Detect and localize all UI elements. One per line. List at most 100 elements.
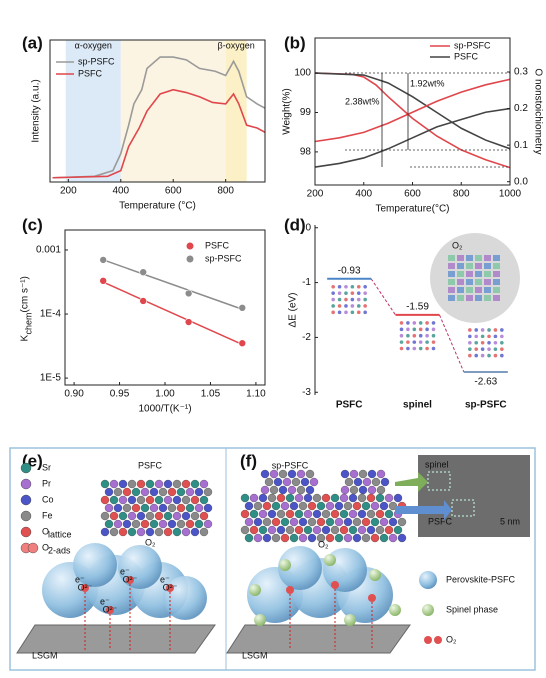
tem-image [418,455,530,537]
legend-label: O₂ [446,634,457,644]
ion [81,584,89,592]
structure-atom [331,297,335,302]
atom [113,487,123,497]
atom [127,479,137,489]
electron-label: e⁻ [75,574,85,584]
structure-atom [412,321,417,325]
atom [289,501,299,511]
data-point [139,297,147,305]
atom [278,485,288,495]
atom [203,519,213,529]
atom [262,517,272,527]
legend-label: O [42,542,49,552]
inset-cell [484,263,491,269]
atom [163,527,173,537]
atom [240,493,250,503]
structure-atom [399,333,404,338]
atom [185,503,195,513]
legend-sub: 2-ads [48,545,71,555]
atom [269,485,279,495]
atom [262,533,272,543]
atom [334,517,344,527]
structure-atom [493,347,498,351]
atom [190,479,200,489]
structure-atom [500,328,504,332]
structure-atom [406,346,410,351]
data-line [314,72,511,169]
atom [118,511,128,521]
data-point [238,304,247,312]
atom [357,525,367,535]
atom [296,469,306,479]
inset-cell [475,287,482,293]
atom [240,525,250,535]
atom [100,479,110,489]
inset-cell [484,271,491,277]
structure-atom [425,327,429,332]
atom [154,527,164,537]
structure-atom [412,333,417,338]
spinel-particle [369,569,381,581]
legend-atom [20,478,32,490]
structure-atom [474,340,479,345]
legend-atom [20,510,32,522]
inset-cell [484,279,491,285]
atom [140,487,150,497]
y2-axis-label: O nonstoichiometry [532,68,543,154]
atom [244,517,254,527]
atom [249,493,259,503]
y-tick-label: 0.0 [514,176,528,187]
structure-atom [480,328,485,332]
atom [307,501,317,511]
atom [253,517,263,527]
electron-label: e⁻ [160,574,170,584]
atom [109,479,119,489]
atom [340,469,350,479]
atom [271,517,281,527]
atom [380,477,390,487]
atom [127,511,137,521]
arrow [395,500,452,520]
inset-cell [457,263,464,269]
structure-atom [474,328,479,332]
x-tick-label: 800 [217,186,234,197]
atom [172,511,182,521]
structure-atom [412,346,417,351]
y-tick-label: -3 [302,387,311,398]
x-tick-label: 1.00 [155,389,175,400]
legend-marker [434,636,442,644]
inset-cell [466,279,473,285]
atom [273,477,283,487]
atom [172,527,182,537]
region [65,40,121,182]
atom [282,477,292,487]
ion [106,606,114,614]
schematic-title: PSFC [138,460,163,470]
x-tick-label: 400 [355,189,372,200]
atom [267,509,277,519]
data-line [52,88,266,179]
atom [278,469,288,479]
structure-atom [363,304,367,308]
atom [285,509,295,519]
atom [280,517,290,527]
atom [339,525,349,535]
inset-cell [448,279,455,285]
atom [305,469,315,479]
atom [330,493,340,503]
sphere [278,546,322,590]
structure-atom [418,327,423,332]
atom [367,485,377,495]
x-tick-label: 200 [307,189,324,200]
structure-atom [406,327,410,332]
structure-atom [468,340,472,345]
atom [357,493,367,503]
atom [109,527,119,537]
atom [109,511,119,521]
atom [154,479,164,489]
atom [388,533,398,543]
scale-label: 5 nm [500,516,520,526]
x-axis-label: Temperature(°C) [375,204,449,215]
